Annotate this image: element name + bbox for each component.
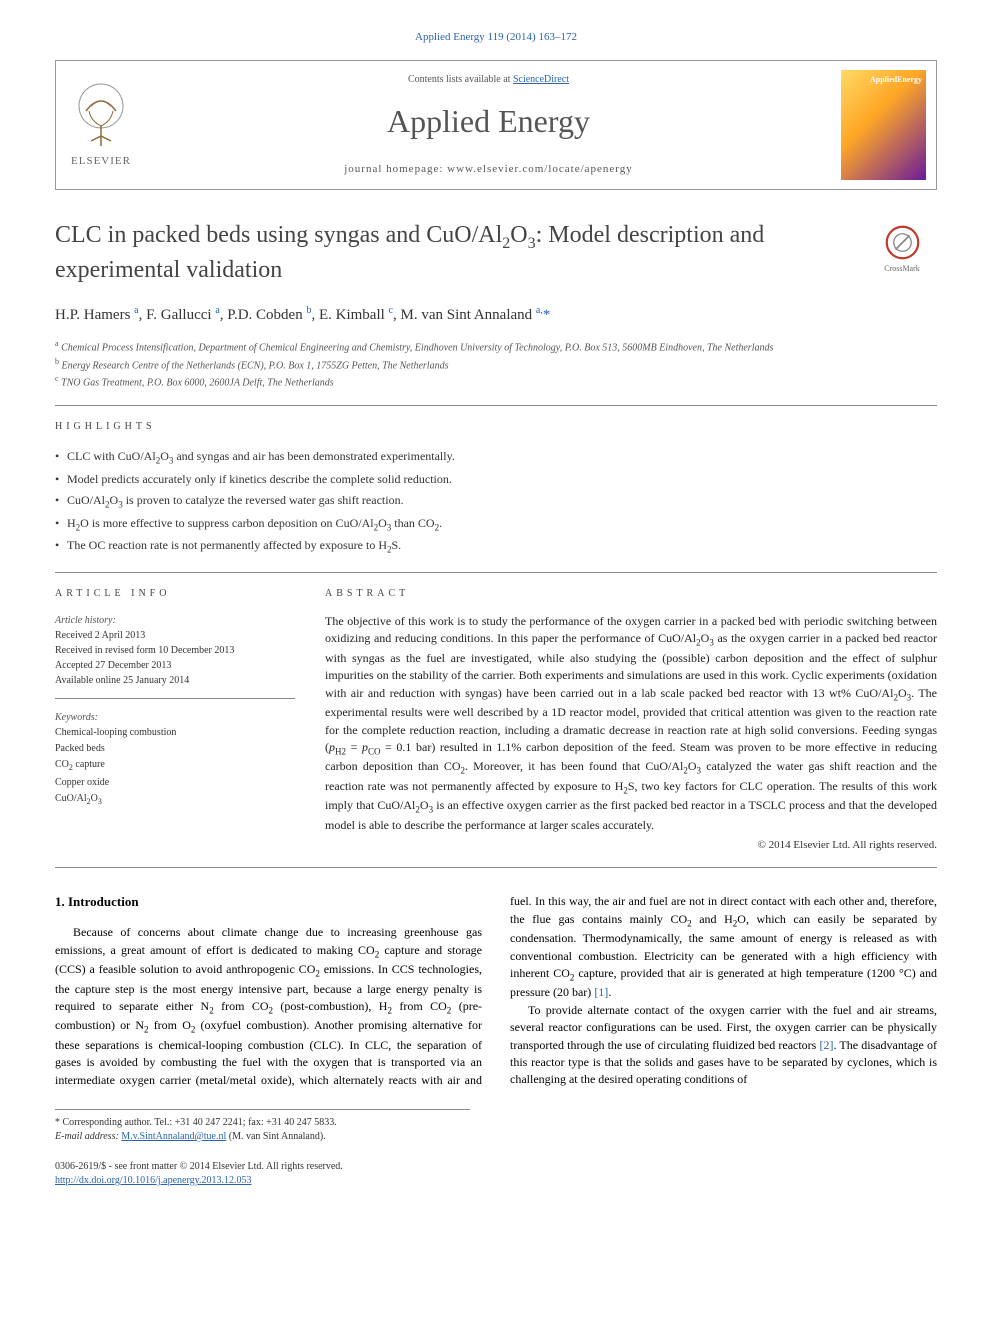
body-paragraph: To provide alternate contact of the oxyg… — [510, 1002, 937, 1089]
abstract-header: ABSTRACT — [325, 587, 937, 601]
elsevier-name: ELSEVIER — [71, 154, 131, 169]
article-history: Article history: Received 2 April 2013 R… — [55, 613, 295, 688]
journal-reference[interactable]: Applied Energy 119 (2014) 163–172 — [55, 30, 937, 45]
history-online: Available online 25 January 2014 — [55, 673, 295, 688]
highlights-list: CLC with CuO/Al2O3 and syngas and air ha… — [55, 446, 937, 558]
email-label: E-mail address: — [55, 1131, 121, 1142]
affiliation-a: a Chemical Process Intensification, Depa… — [55, 338, 937, 355]
crossmark-badge[interactable]: CrossMark — [867, 225, 937, 274]
separator — [55, 867, 937, 868]
intro-heading: 1. Introduction — [55, 893, 482, 912]
elsevier-logo[interactable]: ELSEVIER — [56, 61, 146, 189]
affiliations: a Chemical Process Intensification, Depa… — [55, 338, 937, 390]
highlight-item: The OC reaction rate is not permanently … — [55, 535, 937, 558]
footnote-area: * Corresponding author. Tel.: +31 40 247… — [55, 1109, 470, 1144]
header-center: Contents lists available at ScienceDirec… — [146, 73, 831, 177]
history-revised: Received in revised form 10 December 201… — [55, 643, 295, 658]
journal-cover[interactable]: AppliedEnergy — [841, 70, 926, 180]
history-label: Article history: — [55, 613, 295, 628]
affiliation-b: b Energy Research Centre of the Netherla… — [55, 356, 937, 373]
abstract-text: The objective of this work is to study t… — [325, 613, 937, 834]
highlight-item: Model predicts accurately only if kineti… — [55, 469, 937, 491]
keywords-list: Chemical-looping combustion Packed beds … — [55, 725, 295, 809]
crossmark-icon — [885, 225, 920, 260]
keyword-item: CO2 capture — [55, 757, 295, 775]
journal-header: ELSEVIER Contents lists available at Sci… — [55, 60, 937, 190]
separator — [55, 405, 937, 406]
highlight-item: CuO/Al2O3 is proven to catalyze the reve… — [55, 490, 937, 513]
corresponding-email: E-mail address: M.v.SintAnnaland@tue.nl … — [55, 1130, 470, 1144]
email-link[interactable]: M.v.SintAnnaland@tue.nl — [121, 1131, 226, 1142]
author-list: H.P. Hamers a, F. Gallucci a, P.D. Cobde… — [55, 304, 937, 326]
cover-text: AppliedEnergy — [870, 74, 922, 85]
abstract-copyright: © 2014 Elsevier Ltd. All rights reserved… — [325, 838, 937, 853]
history-accepted: Accepted 27 December 2013 — [55, 658, 295, 673]
front-matter: 0306-2619/$ - see front matter © 2014 El… — [55, 1160, 937, 1174]
bottom-info: 0306-2619/$ - see front matter © 2014 El… — [55, 1160, 937, 1188]
crossmark-label: CrossMark — [884, 264, 920, 273]
body-columns: 1. Introduction Because of concerns abou… — [55, 893, 937, 1089]
affiliation-c: c TNO Gas Treatment, P.O. Box 6000, 2600… — [55, 373, 937, 390]
elsevier-tree-icon — [71, 81, 131, 151]
contents-text: Contents lists available at — [408, 74, 513, 85]
keyword-item: Packed beds — [55, 741, 295, 757]
journal-homepage[interactable]: journal homepage: www.elsevier.com/locat… — [146, 162, 831, 177]
journal-title: Applied Energy — [146, 99, 831, 144]
article-info-header: ARTICLE INFO — [55, 587, 295, 601]
sciencedirect-link[interactable]: ScienceDirect — [513, 74, 569, 85]
keyword-item: Chemical-looping combustion — [55, 725, 295, 741]
email-suffix: (M. van Sint Annaland). — [226, 1131, 325, 1142]
highlight-item: H2O is more effective to suppress carbon… — [55, 513, 937, 536]
separator — [55, 698, 295, 699]
highlights-header: HIGHLIGHTS — [55, 420, 937, 434]
keyword-item: Copper oxide — [55, 775, 295, 791]
corresponding-author: * Corresponding author. Tel.: +31 40 247… — [55, 1116, 470, 1130]
separator — [55, 572, 937, 573]
keywords-label: Keywords: — [55, 711, 295, 725]
highlight-item: CLC with CuO/Al2O3 and syngas and air ha… — [55, 446, 937, 469]
keyword-item: CuO/Al2O3 — [55, 791, 295, 809]
contents-line: Contents lists available at ScienceDirec… — [146, 73, 831, 87]
history-received: Received 2 April 2013 — [55, 628, 295, 643]
article-title: CLC in packed beds using syngas and CuO/… — [55, 220, 847, 286]
doi-link[interactable]: http://dx.doi.org/10.1016/j.apenergy.201… — [55, 1175, 251, 1186]
